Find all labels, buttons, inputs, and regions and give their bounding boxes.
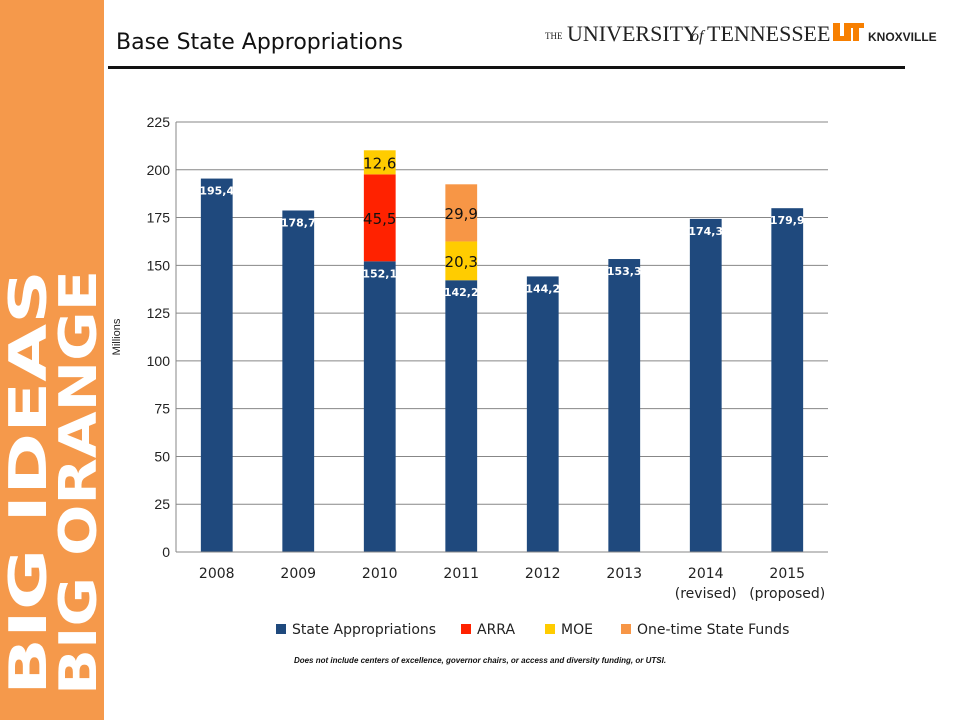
x-tick-label: 2012: [525, 566, 561, 582]
appropriations-chart: 0 25 50 75 100 125 150 175 200 225 Millions 195,4 20…: [111, 114, 828, 638]
y-tick-label: 225: [147, 114, 171, 130]
brand-line-2: BIG IDEAS: [0, 270, 59, 695]
y-tick-label: 25: [154, 496, 170, 512]
bar-segment: [363, 261, 396, 552]
slide-title: Base State Appropriations: [116, 30, 403, 55]
logo-of: of: [691, 28, 706, 45]
bar-segment: [445, 184, 478, 242]
title-divider: [108, 66, 905, 69]
logo-tennessee: TENNESSEE: [707, 21, 830, 46]
x-tick-label: 2014: [688, 566, 724, 582]
legend-swatch: [545, 624, 555, 634]
bar-segment: [200, 178, 233, 552]
y-tick-label: 200: [147, 162, 171, 178]
x-tick-label: 2011: [443, 566, 479, 582]
y-tick-label: 100: [147, 353, 171, 369]
legend-label: One-time State Funds: [637, 622, 789, 638]
data-label: 144,2: [525, 282, 560, 295]
legend-label: MOE: [561, 622, 593, 638]
brand-band: [0, 0, 104, 720]
big-orange-big-ideas-logo: BIG ORANGE BIG IDEAS: [0, 270, 104, 695]
bar-segment: [445, 280, 478, 552]
university-logo: THE UNIVERSITY of TENNESSEE KNOXVILLE: [545, 21, 937, 46]
x-tick-label: 2013: [606, 566, 642, 582]
data-label: 153,3: [607, 265, 642, 278]
logo-university: UNIVERSITY: [567, 21, 699, 46]
legend-label: State Appropriations: [292, 622, 436, 638]
data-label: 152,1: [362, 267, 397, 280]
x-tick-label: (revised): [675, 586, 737, 602]
data-label: 174,3: [688, 225, 723, 238]
data-label: 29,9: [445, 205, 478, 223]
y-axis-label: Millions: [111, 318, 123, 355]
x-tick-label: 2008: [199, 566, 235, 582]
bar-segment: [282, 210, 315, 552]
bar-segment: [771, 208, 804, 552]
x-tick-label: (proposed): [749, 586, 825, 602]
y-tick-label: 175: [147, 210, 171, 226]
y-tick-label: 0: [162, 544, 170, 560]
bar-segment: [608, 259, 641, 552]
footnote: Does not include centers of excellence, …: [293, 656, 667, 665]
x-tick-label: 2010: [362, 566, 398, 582]
y-tick-label: 50: [154, 448, 170, 464]
brand-line-1: BIG ORANGE: [49, 270, 104, 695]
logo-the: THE: [545, 31, 563, 41]
bar-segment: [526, 276, 559, 552]
data-label: 178,7: [281, 216, 316, 229]
y-tick-label: 75: [154, 401, 170, 417]
data-label: 20,3: [445, 253, 478, 271]
data-label: 142,2: [444, 286, 479, 299]
data-label: 195,4: [199, 185, 234, 198]
x-tick-label: 2009: [280, 566, 316, 582]
y-tick-label: 125: [147, 305, 171, 321]
bar-segment: [689, 218, 722, 552]
data-label: 179,9: [770, 214, 805, 227]
legend-swatch: [461, 624, 471, 634]
bar-segment: [363, 174, 396, 262]
x-tick-label: 2015: [769, 566, 805, 582]
legend-swatch: [621, 624, 631, 634]
bar-segment: [363, 150, 396, 175]
data-label: 12,6: [363, 154, 396, 172]
y-tick-label: 150: [147, 257, 171, 273]
data-label: 45,5: [363, 210, 396, 228]
bar-segment: [445, 241, 478, 281]
legend-swatch: [276, 624, 286, 634]
logo-knoxville: KNOXVILLE: [868, 30, 937, 44]
ut-mark-icon: [833, 23, 864, 41]
legend-label: ARRA: [477, 622, 515, 638]
